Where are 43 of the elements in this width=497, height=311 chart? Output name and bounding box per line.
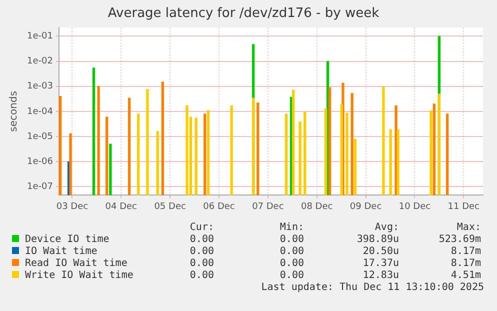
x-tick-label: 03 Dec (56, 202, 88, 212)
text: Cur: (188, 222, 214, 234)
legend-label: Read IO Wait time (24, 258, 128, 270)
y-tick-label: 1e-03 (26, 82, 53, 92)
text: 8.17m (450, 246, 481, 258)
y-tick-label: 1e-01 (26, 32, 53, 42)
x-tick-label: 10 Dec (398, 202, 431, 212)
y-tick-label: 1e-05 (26, 132, 53, 142)
text: 398.89u (356, 234, 399, 246)
y-tick-label: 1e-07 (26, 182, 53, 192)
x-tick-label: 06 Dec (203, 202, 235, 212)
text: 0.00 (188, 270, 214, 282)
text: 0.00 (278, 234, 304, 246)
text: 20.50u (362, 246, 399, 258)
y-tick-label: 1e-04 (26, 106, 54, 117)
y-axis-title: seconds (8, 90, 20, 132)
text: Min: (278, 222, 304, 234)
legend-label: Device IO time (24, 234, 110, 246)
legend-label: IO Wait time (24, 246, 98, 258)
text: 0.00 (188, 258, 214, 270)
text: Avg: (374, 222, 399, 234)
text: 0.00 (278, 246, 304, 258)
text: 0.00 (278, 270, 304, 282)
chart-title: Average latency for /dev/zd176 - by week (108, 6, 380, 22)
x-tick-label: 09 Dec (350, 202, 382, 212)
text: 4.51m (450, 270, 481, 282)
text: Last update: Thu Dec 11 13:10:00 2025 (261, 282, 484, 293)
text: Max: (456, 222, 481, 234)
x-tick-label: 11 Dec (448, 202, 480, 212)
x-tick-label: 04 Dec (105, 202, 138, 212)
text: 523.69m (438, 234, 481, 246)
text: 17.37u (362, 258, 399, 270)
text: 0.00 (188, 246, 214, 258)
x-tick-label: 07 Dec (252, 202, 284, 212)
x-tick-label: 05 Dec (154, 202, 186, 212)
text: 8.17m (450, 258, 481, 270)
x-tick-label: 08 Dec (300, 202, 333, 212)
text: 0.00 (188, 234, 214, 246)
text: 0.00 (278, 258, 304, 270)
text: 12.83u (362, 270, 399, 282)
legend-label: Write IO Wait time (24, 270, 134, 282)
y-tick-label: 1e-06 (26, 156, 54, 167)
y-tick-label: 1e-02 (26, 56, 53, 67)
